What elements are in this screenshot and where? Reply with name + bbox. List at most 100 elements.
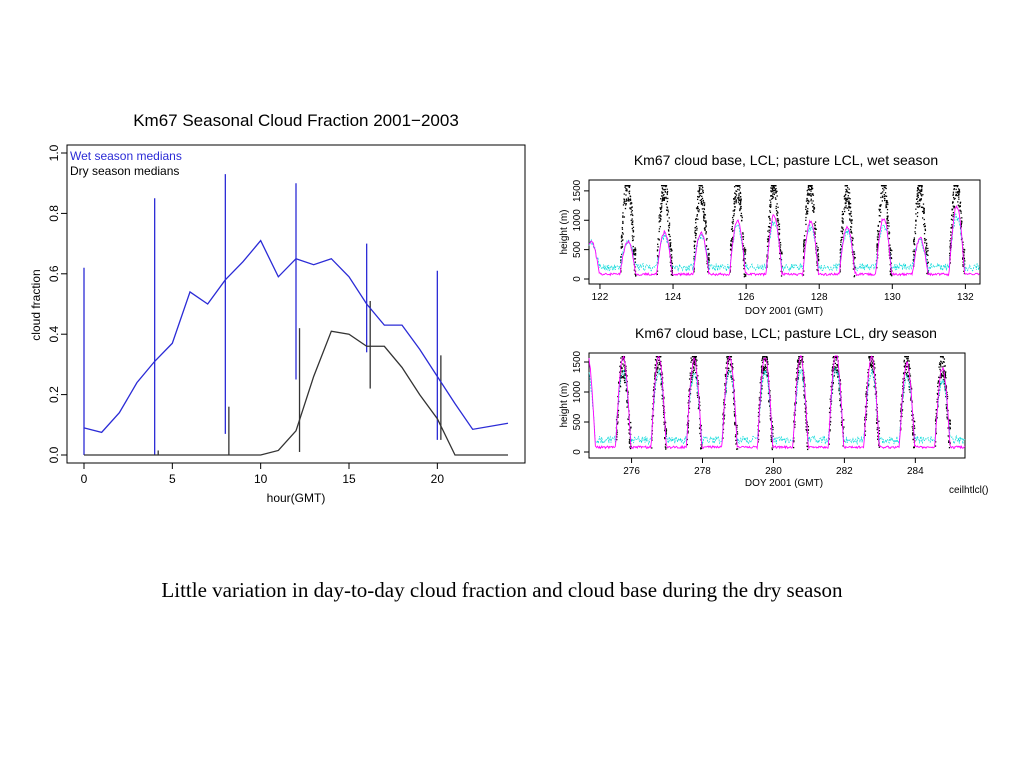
cloud-base-point xyxy=(770,440,773,443)
cloud-base-point xyxy=(814,228,816,230)
cloud-base-point xyxy=(771,195,774,197)
cloud-base-point xyxy=(889,271,892,273)
cloud-base-point xyxy=(665,447,667,449)
cloud-base-point xyxy=(630,214,632,216)
cloud-base-point xyxy=(805,223,807,226)
cloud-base-point xyxy=(915,202,917,205)
cloud-base-point xyxy=(621,222,624,224)
cloud-base-point xyxy=(794,404,796,406)
cloud-base-point xyxy=(773,186,775,189)
cloud-base-point xyxy=(770,198,773,200)
cloud-base-point xyxy=(691,378,693,381)
cloud-base-point xyxy=(934,420,937,422)
cloud-base-point xyxy=(838,393,841,395)
cloud-base-point xyxy=(723,398,725,401)
cloud-base-point xyxy=(632,226,635,228)
cloud-base-point xyxy=(807,425,810,428)
cloud-base-point xyxy=(696,215,698,217)
cloud-base-point xyxy=(910,388,913,390)
cloud-base-point xyxy=(803,242,805,245)
cloud-base-point xyxy=(877,247,879,249)
cloud-base-point xyxy=(796,372,798,374)
cloud-base-point xyxy=(662,191,664,194)
cloud-base-point xyxy=(890,268,892,270)
cloud-base-point xyxy=(687,422,689,425)
cloud-base-point xyxy=(622,212,624,214)
cloud-base-point xyxy=(886,222,888,224)
cloud-base-point xyxy=(843,419,845,421)
cloud-base-point xyxy=(953,196,955,199)
cloud-base-point xyxy=(942,373,945,375)
cloud-base-point xyxy=(942,357,944,359)
cloud-base-point xyxy=(626,375,628,377)
cloud-base-point xyxy=(959,201,962,203)
cloud-base-point xyxy=(661,383,663,385)
cloud-base-point xyxy=(845,191,847,193)
cloud-base-point xyxy=(732,210,734,212)
cloud-base-point xyxy=(921,217,924,219)
cloud-base-point xyxy=(744,275,747,277)
cloud-base-point xyxy=(690,361,692,363)
cloud-base-point xyxy=(889,263,891,266)
cloud-base-point xyxy=(743,276,746,278)
cloud-base-point xyxy=(951,224,953,226)
cloud-base-point xyxy=(887,216,889,218)
cloud-base-point xyxy=(805,200,808,202)
cloud-base-point xyxy=(766,256,768,258)
cloud-base-point xyxy=(774,185,776,187)
legend-entry-wet: Wet season medians xyxy=(70,149,182,163)
cloud-base-point xyxy=(729,363,732,365)
cloud-base-point xyxy=(769,205,771,208)
cloud-base-point xyxy=(803,395,806,398)
cloud-base-point xyxy=(733,415,736,417)
cloud-base-point xyxy=(901,394,903,396)
cloud-base-point xyxy=(733,397,735,400)
cloud-base-point xyxy=(845,199,847,201)
cloud-base-point xyxy=(901,409,904,411)
cloud-base-point xyxy=(877,435,879,438)
cloud-base-point xyxy=(693,244,696,246)
cloud-base-point xyxy=(882,196,884,198)
cloud-base-point xyxy=(620,357,622,359)
cloud-base-point xyxy=(846,198,848,201)
cloud-base-point xyxy=(835,356,837,358)
cloud-base-point xyxy=(914,420,916,423)
y-axis: 0.00.20.40.60.81.0 xyxy=(47,144,67,463)
cloud-base-point xyxy=(915,208,917,210)
cloud-base-point xyxy=(633,269,636,271)
cloud-base-point xyxy=(693,367,695,369)
cloud-base-point xyxy=(733,198,735,200)
cloud-base-point xyxy=(883,185,885,187)
cloud-base-point xyxy=(865,414,868,416)
cloud-base-point xyxy=(941,374,944,377)
cloud-base-point xyxy=(724,375,727,377)
cloud-base-point xyxy=(852,268,855,270)
cloud-base-point xyxy=(841,230,844,233)
cloud-base-point xyxy=(697,407,700,410)
cloud-base-point xyxy=(841,220,843,222)
cloud-base-point xyxy=(694,227,696,229)
cloud-base-point xyxy=(695,222,697,224)
cloud-base-point xyxy=(774,188,776,190)
cloud-base-point xyxy=(805,422,807,424)
cloud-base-point xyxy=(725,362,728,364)
cloud-base-point xyxy=(653,386,655,388)
cloud-base-point xyxy=(628,424,630,426)
cloud-base-point xyxy=(724,383,726,385)
cloud-base-point xyxy=(738,203,741,205)
cloud-base-point xyxy=(627,199,629,202)
cloud-base-point xyxy=(916,190,918,192)
cloud-base-point xyxy=(879,215,881,217)
cloud-base-point xyxy=(864,405,867,408)
cloud-base-point xyxy=(960,212,962,214)
cloud-base-point xyxy=(696,229,698,231)
cloud-base-point xyxy=(732,236,734,239)
cloud-base-point xyxy=(913,237,916,239)
cloud-base-point xyxy=(923,210,925,213)
cloud-base-point xyxy=(849,206,852,208)
cloud-base-point xyxy=(808,185,811,187)
cloud-base-point xyxy=(816,250,819,252)
cloud-base-point xyxy=(955,193,957,196)
cloud-base-point xyxy=(776,211,779,213)
